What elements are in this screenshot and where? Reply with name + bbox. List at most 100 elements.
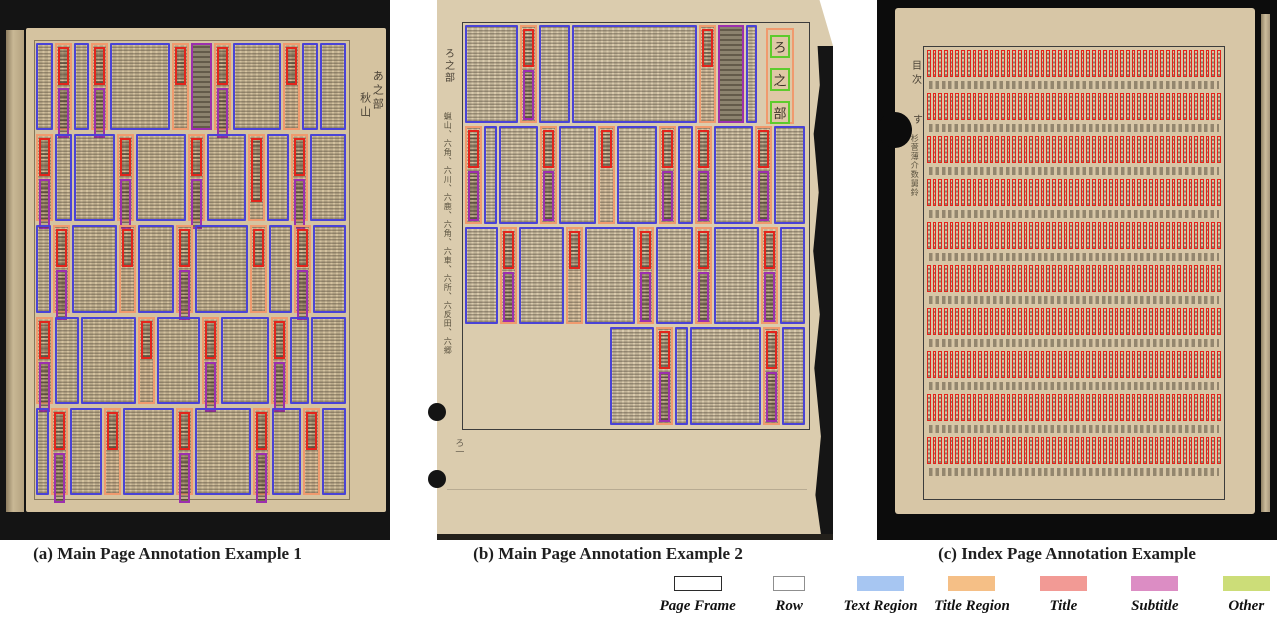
index-title-box — [1148, 50, 1153, 77]
index-title-box — [955, 136, 960, 163]
index-title-box — [1057, 222, 1062, 249]
index-title-box — [1143, 93, 1147, 120]
index-title-box — [949, 308, 954, 335]
text-region-box — [319, 43, 346, 131]
index-title-box — [1109, 93, 1113, 120]
index-title-box — [1143, 437, 1147, 464]
index-title-box — [1103, 351, 1107, 378]
punch-hole — [428, 470, 446, 488]
text-region-box — [572, 25, 698, 123]
index-title-box — [1023, 93, 1028, 120]
index-title-box — [961, 179, 965, 206]
title-box — [252, 229, 264, 268]
index-title-box — [1217, 351, 1221, 378]
index-title-box — [944, 351, 948, 378]
index-title-box — [995, 93, 999, 120]
index-title-box — [1177, 308, 1181, 335]
index-row — [926, 265, 1222, 292]
index-title-box — [1012, 308, 1016, 335]
index-title-box — [1069, 351, 1073, 378]
index-title-box — [1086, 308, 1090, 335]
index-title-box — [1126, 437, 1130, 464]
text-region-box — [266, 134, 289, 222]
index-title-box — [1074, 179, 1079, 206]
index-title-box — [1160, 93, 1164, 120]
index-title-box — [1137, 308, 1142, 335]
index-title-box — [1154, 222, 1159, 249]
index-title-box — [1063, 50, 1068, 77]
index-title-box — [1046, 351, 1051, 378]
index-title-box — [1137, 265, 1142, 292]
index-title-box — [1052, 437, 1056, 464]
index-title-box — [961, 93, 965, 120]
index-title-box — [1080, 265, 1085, 292]
index-title-box — [1205, 394, 1210, 421]
index-title-box — [972, 179, 977, 206]
index-title-box — [938, 437, 943, 464]
index-row — [926, 351, 1222, 378]
index-title-box — [1023, 222, 1028, 249]
index-title-box — [1114, 265, 1119, 292]
index-title-box — [938, 50, 943, 77]
index-title-box — [1200, 136, 1204, 163]
title-region-box — [539, 125, 557, 224]
text-region-box — [194, 407, 252, 496]
index-title-box — [1154, 50, 1159, 77]
title-box — [757, 129, 769, 168]
index-title-box — [995, 136, 999, 163]
index-title-box — [1046, 136, 1051, 163]
index-title-box — [1160, 265, 1164, 292]
index-title-box — [1080, 179, 1085, 206]
index-title-box — [1131, 222, 1136, 249]
legend-item-row: Row — [743, 576, 834, 615]
index-title-box — [983, 50, 988, 77]
index-title-box — [1131, 437, 1136, 464]
title-box — [503, 230, 515, 269]
page-frame-swatch — [673, 576, 722, 591]
index-title-box — [1177, 50, 1181, 77]
index-bands — [926, 50, 1222, 496]
index-title-box — [1211, 394, 1216, 421]
index-title-box — [1006, 136, 1011, 163]
text-region-box — [714, 125, 753, 224]
legend-label: Row — [775, 598, 803, 614]
index-title-box — [944, 394, 948, 421]
index-title-box — [1103, 308, 1107, 335]
index-title-box — [978, 222, 982, 249]
index-title-box — [966, 50, 971, 77]
title-region-box — [699, 25, 717, 123]
index-title-box — [989, 394, 994, 421]
title-region-box — [271, 316, 289, 412]
annotation-row — [36, 316, 346, 412]
index-title-box — [1018, 136, 1022, 163]
index-title-box — [1131, 308, 1136, 335]
title-box — [662, 129, 674, 168]
index-title-box — [983, 136, 988, 163]
index-title-box — [1165, 437, 1170, 464]
index-title-box — [1182, 93, 1187, 120]
index-title-box — [1069, 437, 1073, 464]
text-region-box — [138, 225, 175, 313]
panel-a-scan: あ之部 秋山 — [0, 0, 390, 540]
index-title-box — [1063, 351, 1068, 378]
index-title-box — [978, 437, 982, 464]
index-title-box — [1188, 50, 1193, 77]
index-title-box — [1057, 136, 1062, 163]
index-title-box — [1035, 437, 1039, 464]
index-title-box — [1126, 351, 1130, 378]
index-title-box — [1211, 50, 1216, 77]
subtitle-box — [93, 88, 105, 138]
index-title-box — [1109, 50, 1113, 77]
index-title-box — [1182, 50, 1187, 77]
index-title-box — [1165, 351, 1170, 378]
index-title-box — [972, 265, 977, 292]
index-title-box — [1177, 93, 1181, 120]
index-title-box — [1188, 222, 1193, 249]
index-title-box — [1018, 222, 1022, 249]
index-title-box — [944, 50, 948, 77]
title-box — [179, 229, 191, 268]
index-title-box — [1091, 179, 1096, 206]
index-title-box — [1211, 437, 1216, 464]
legend-label: Subtitle — [1131, 598, 1179, 614]
